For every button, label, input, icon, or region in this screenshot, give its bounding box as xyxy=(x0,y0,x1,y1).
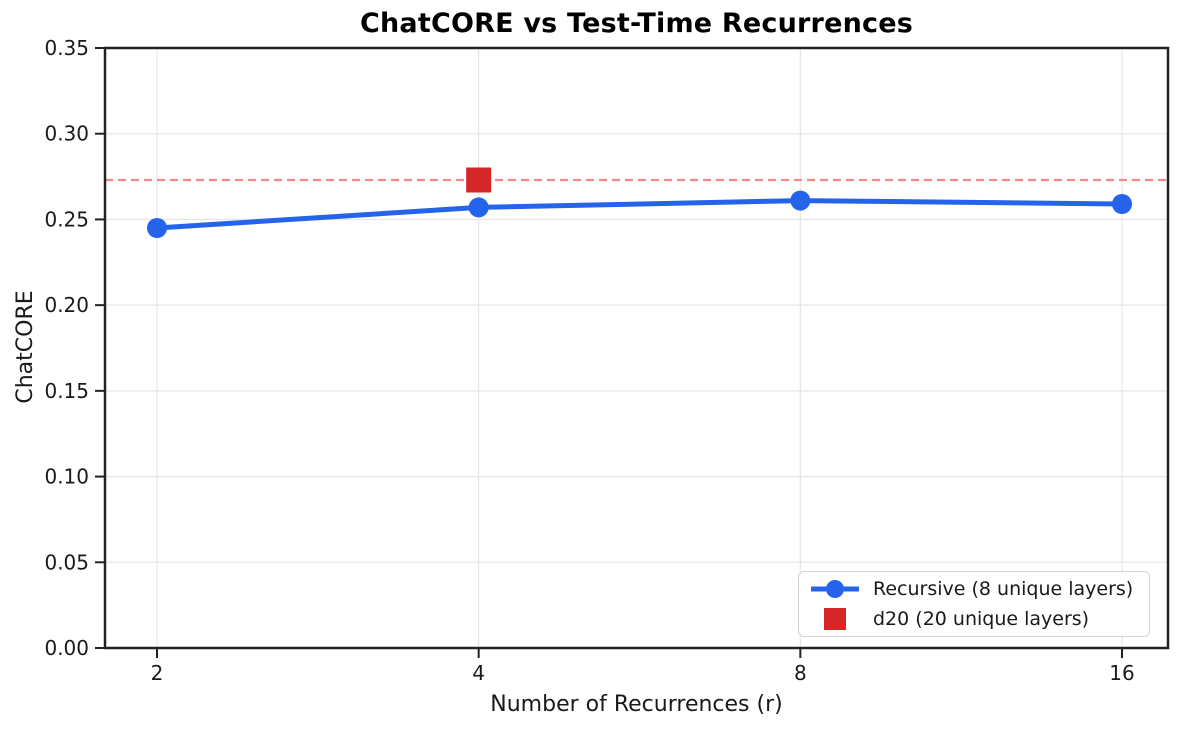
y-tick-label: 0.00 xyxy=(44,636,89,660)
recursive-line xyxy=(154,198,1125,231)
y-tick-label: 0.15 xyxy=(44,379,89,403)
recursive-point xyxy=(1112,194,1132,214)
square-marker-swatch xyxy=(824,608,846,630)
x-axis-label: Number of Recurrences (r) xyxy=(490,692,783,717)
recursive-point xyxy=(468,197,489,218)
x-tick-label: 8 xyxy=(794,661,807,685)
plot-border xyxy=(103,46,1170,650)
y-tick-label: 0.20 xyxy=(44,293,89,317)
legend-item-d20: d20 (20 unique layers) xyxy=(809,606,1139,632)
line-circle-marker-swatch xyxy=(811,580,859,598)
legend: Recursive (8 unique layers) d20 (20 uniq… xyxy=(798,571,1150,637)
y-tick-label: 0.30 xyxy=(44,122,89,146)
d20-marker xyxy=(466,167,492,193)
recursive-point xyxy=(790,190,811,211)
legend-label-recursive: Recursive (8 unique layers) xyxy=(873,578,1134,600)
y-tick-label: 0.35 xyxy=(44,36,89,60)
y-tick-label: 0.05 xyxy=(44,550,89,574)
x-tick-label: 2 xyxy=(151,661,164,685)
x-tick-label: 4 xyxy=(472,661,485,685)
legend-item-recursive: Recursive (8 unique layers) xyxy=(809,576,1139,602)
recursive-point xyxy=(147,218,167,238)
y-tick-label: 0.25 xyxy=(44,207,89,231)
x-tick-label: 16 xyxy=(1109,661,1134,685)
y-tick-label: 0.10 xyxy=(44,465,89,489)
chart-title: ChatCORE vs Test-Time Recurrences xyxy=(360,8,913,39)
legend-label-d20: d20 (20 unique layers) xyxy=(873,608,1090,630)
